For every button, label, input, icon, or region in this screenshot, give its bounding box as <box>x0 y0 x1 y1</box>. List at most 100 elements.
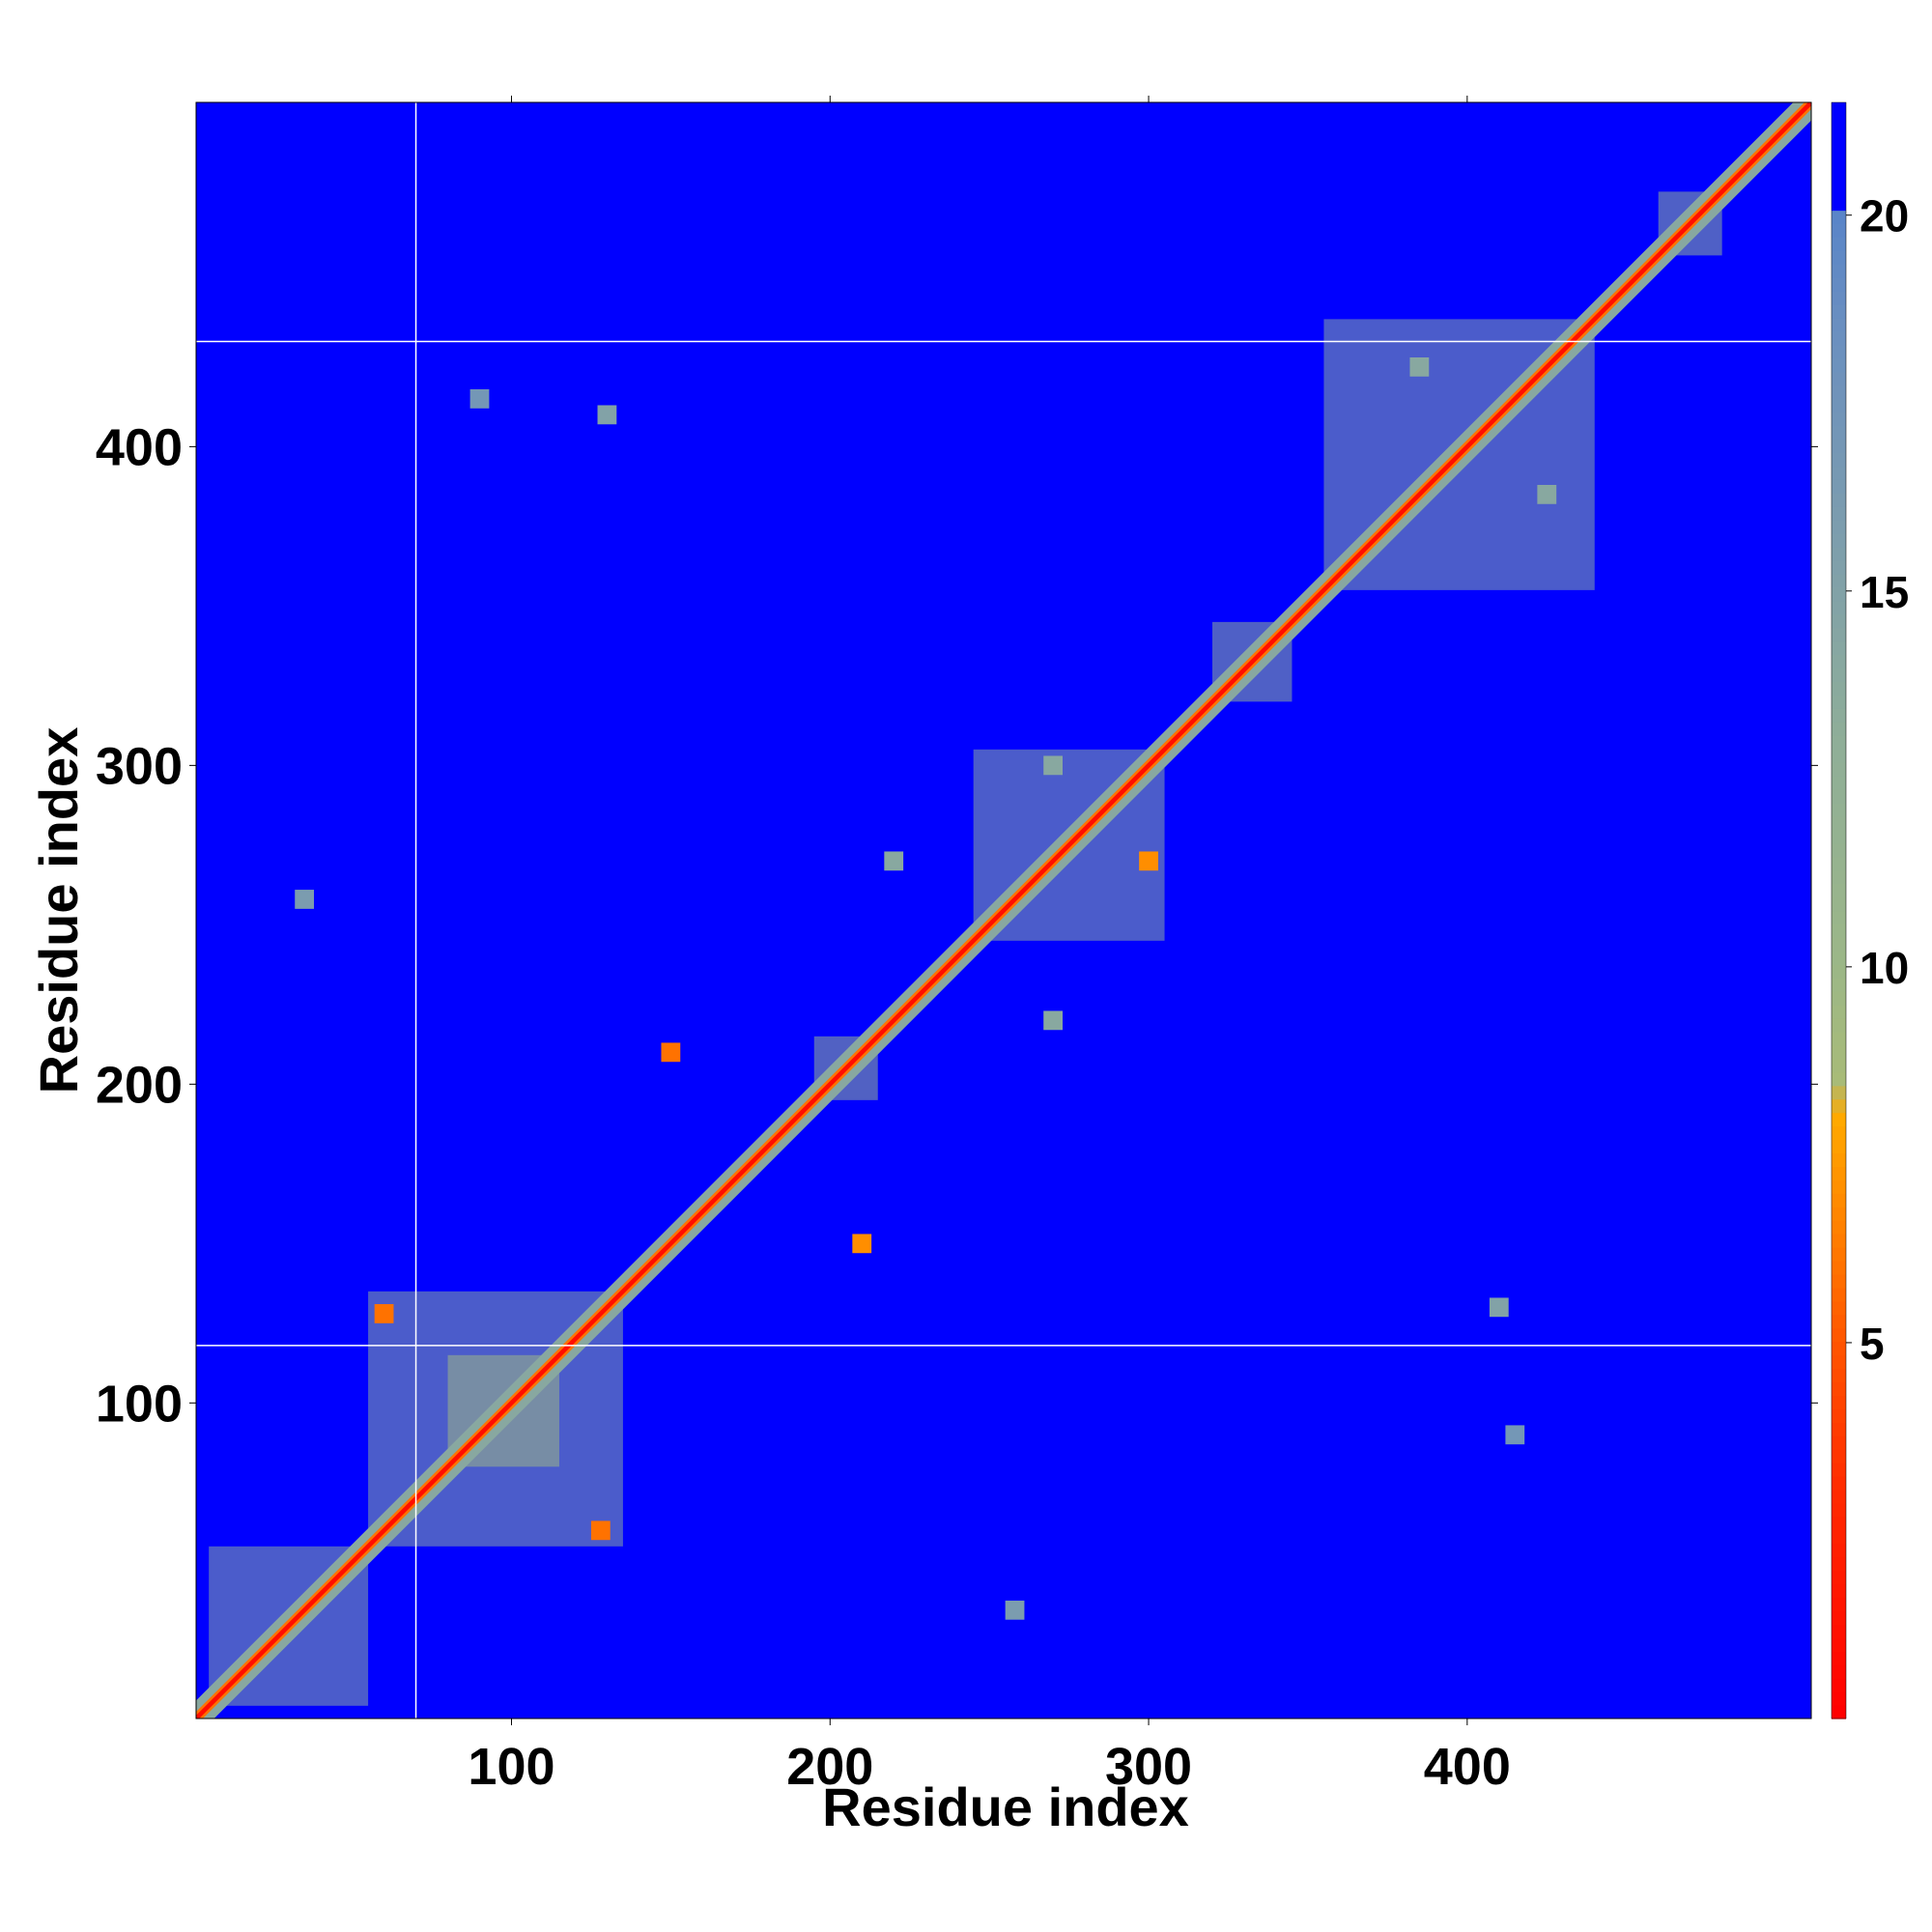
colorbar-segment <box>1832 1516 1846 1531</box>
colorbar-segment <box>1832 142 1846 157</box>
colorbar-segment <box>1832 789 1846 804</box>
colorbar-segment <box>1832 1449 1846 1463</box>
colorbar-segment <box>1832 600 1846 615</box>
colorbar-segment <box>1832 695 1846 709</box>
colorbar-segment <box>1832 883 1846 898</box>
x-tick-label: 200 <box>786 1738 873 1796</box>
y-axis-label: Residue index <box>28 727 89 1094</box>
contact-cell <box>661 1042 681 1063</box>
plot-frame <box>195 101 1812 1719</box>
colorbar-segment <box>1832 654 1846 669</box>
colorbar-segment <box>1832 1529 1846 1545</box>
colorbar-segment <box>1832 1408 1846 1423</box>
colorbar-segment <box>1832 1112 1846 1127</box>
colorbar-segment <box>1832 156 1846 171</box>
colorbar-segment <box>1832 1502 1846 1518</box>
contact-cell <box>1505 1425 1525 1445</box>
colorbar-segment <box>1832 923 1846 938</box>
colorbar-segment <box>1832 412 1846 427</box>
colorbar-segment <box>1832 1556 1846 1572</box>
colorbar-segment <box>1832 1031 1846 1046</box>
colorbar-segment <box>1832 1368 1846 1383</box>
contact-cell <box>852 1234 872 1254</box>
colorbar-segment <box>1832 560 1846 575</box>
colorbar-segment <box>1832 1220 1846 1235</box>
colorbar-segment <box>1832 1422 1846 1436</box>
colorbar-segment <box>1832 1071 1846 1087</box>
colorbar-segment <box>1832 237 1846 251</box>
contact-cell <box>1005 1600 1025 1620</box>
colorbar-segment <box>1832 1207 1846 1221</box>
colorbar-segment <box>1832 1543 1846 1558</box>
colorbar-segment <box>1832 1354 1846 1370</box>
colorbar-segment <box>1832 115 1846 130</box>
colorbar-segment <box>1832 815 1846 831</box>
colorbar-segment <box>1832 1044 1846 1060</box>
colorbar-segment <box>1832 439 1846 454</box>
contact-cell <box>1139 851 1158 871</box>
colorbar-tick-label: 20 <box>1860 191 1909 242</box>
colorbar-segment <box>1832 735 1846 750</box>
colorbar-segment <box>1832 1395 1846 1409</box>
colorbar-segment <box>1832 277 1846 292</box>
colorbar-segment <box>1832 466 1846 480</box>
colorbar-segment <box>1832 1152 1846 1167</box>
contact-cell <box>1043 1010 1064 1031</box>
colorbar-segment <box>1832 250 1846 265</box>
colorbar-segment <box>1832 856 1846 871</box>
x-tick-label: 300 <box>1105 1738 1192 1796</box>
contact-cell <box>1489 1297 1509 1318</box>
colorbar-segment <box>1832 668 1846 683</box>
colorbar-segment <box>1832 640 1846 656</box>
colorbar-segment <box>1832 344 1846 359</box>
colorbar-segment <box>1832 1166 1846 1180</box>
colorbar-segment <box>1832 1125 1846 1141</box>
colorbar-segment <box>1832 547 1846 561</box>
colorbar-segment <box>1832 452 1846 468</box>
colorbar-segment <box>1832 1085 1846 1100</box>
colorbar-segment <box>1832 869 1846 885</box>
colorbar-segment <box>1832 1637 1846 1652</box>
colorbar-segment <box>1832 264 1846 278</box>
colorbar-segment <box>1832 371 1846 386</box>
colorbar-segment <box>1832 978 1846 992</box>
colorbar-segment <box>1832 991 1846 1006</box>
colorbar-segment <box>1832 1583 1846 1599</box>
colorbar-segment <box>1832 1058 1846 1073</box>
colorbar-segment <box>1832 586 1846 602</box>
colorbar-frame <box>1831 101 1847 1719</box>
x-axis-ticks: 100 200 300 400 <box>468 96 1511 1796</box>
colorbar-segment <box>1832 937 1846 952</box>
colorbar-segment <box>1832 1678 1846 1692</box>
colorbar-tick-label: 5 <box>1860 1319 1885 1369</box>
contact-cell <box>1537 484 1557 504</box>
colorbar-segment <box>1832 1624 1846 1638</box>
y-tick-label: 100 <box>96 1375 183 1433</box>
colorbar-segment <box>1832 398 1846 413</box>
colorbar-tick-label: 15 <box>1860 567 1909 617</box>
colorbar-segment <box>1832 1463 1846 1477</box>
colorbar-segment <box>1832 1691 1846 1706</box>
colorbar-segment <box>1832 1489 1846 1504</box>
colorbar-segment <box>1832 196 1846 212</box>
colorbar-segment <box>1832 384 1846 400</box>
colorbar-segment <box>1832 169 1846 185</box>
contact-cell <box>590 1520 611 1541</box>
colorbar-segment <box>1832 1705 1846 1719</box>
y-tick-label: 400 <box>96 418 183 476</box>
colorbar-segment <box>1832 1098 1846 1114</box>
colorbar-segment <box>1832 493 1846 507</box>
colorbar-segment <box>1832 1247 1846 1262</box>
colorbar-segment <box>1832 479 1846 494</box>
colorbar-segment <box>1832 318 1846 332</box>
colorbar-segment <box>1832 1193 1846 1208</box>
contact-cell <box>1409 356 1430 377</box>
contact-cell <box>374 1304 394 1323</box>
colorbar-segment <box>1832 1005 1846 1019</box>
colorbar: 5 10 15 20 <box>1831 101 1909 1719</box>
colorbar-segment <box>1832 951 1846 965</box>
colorbar-segment <box>1832 128 1846 144</box>
colorbar-segment <box>1832 896 1846 912</box>
colorbar-segment <box>1832 681 1846 696</box>
